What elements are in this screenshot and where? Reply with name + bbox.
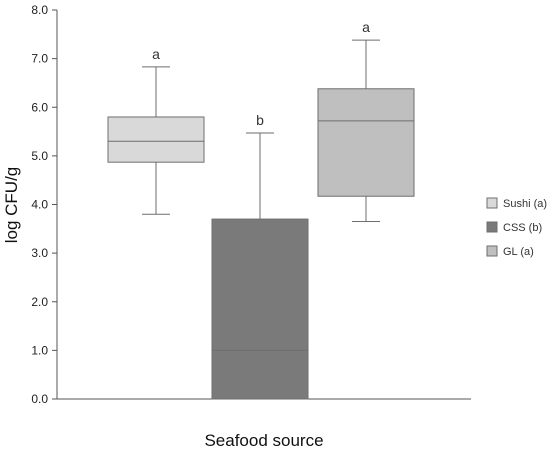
legend-label: GL (a) xyxy=(503,246,534,258)
legend-item: CSS (b) xyxy=(486,221,542,234)
box-body xyxy=(107,116,205,163)
y-tick-label: 3.0 xyxy=(31,246,48,260)
y-axis: 0.0 1.0 2.0 3.0 4.0 5.0 6.0 7.0 8.0 xyxy=(31,3,58,406)
box-group: b xyxy=(211,112,309,400)
significance-letter: b xyxy=(256,112,264,128)
legend-item: GL (a) xyxy=(486,245,534,258)
y-tick-label: 4.0 xyxy=(31,198,48,212)
legend-item: Sushi (a) xyxy=(486,197,547,210)
y-tick-label: 8.0 xyxy=(31,3,48,17)
boxes: a b a xyxy=(107,19,415,400)
box-group: a xyxy=(317,19,415,223)
y-tick-label: 2.0 xyxy=(31,295,48,309)
box-body xyxy=(317,88,415,197)
legend-label: CSS (b) xyxy=(503,222,542,234)
y-axis-title: log CFU/g xyxy=(2,167,21,244)
box-body xyxy=(211,218,309,400)
legend-swatch xyxy=(486,197,498,209)
y-tick-label: 5.0 xyxy=(31,149,48,163)
y-tick-label: 1.0 xyxy=(31,343,48,357)
legend-swatch xyxy=(486,221,498,233)
y-tick-label: 0.0 xyxy=(31,392,48,406)
y-tick-label: 7.0 xyxy=(31,52,48,66)
legend-swatch xyxy=(486,245,498,257)
y-tick-label: 6.0 xyxy=(31,100,48,114)
box-group: a xyxy=(107,46,205,215)
legend-label: Sushi (a) xyxy=(503,198,547,210)
significance-letter: a xyxy=(152,46,160,62)
legend: Sushi (a) CSS (b) GL (a) xyxy=(486,197,547,258)
x-axis-title: Seafood source xyxy=(204,431,323,450)
significance-letter: a xyxy=(362,19,370,35)
